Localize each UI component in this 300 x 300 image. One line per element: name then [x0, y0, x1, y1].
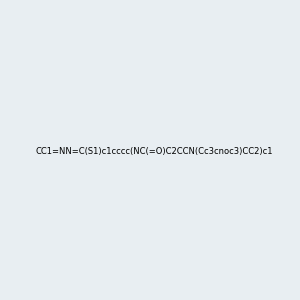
Text: CC1=NN=C(S1)c1cccc(NC(=O)C2CCN(Cc3cnoc3)CC2)c1: CC1=NN=C(S1)c1cccc(NC(=O)C2CCN(Cc3cnoc3)… [35, 147, 272, 156]
